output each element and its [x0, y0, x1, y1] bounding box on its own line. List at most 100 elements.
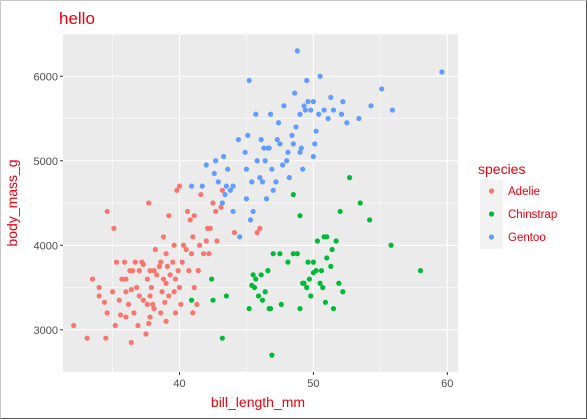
- chart-title: hello: [59, 9, 95, 28]
- data-point: [317, 73, 323, 79]
- data-point: [304, 77, 310, 84]
- data-point: [198, 191, 204, 198]
- data-point: [225, 166, 231, 172]
- data-point: [222, 191, 228, 198]
- data-point: [388, 242, 394, 248]
- data-point: [262, 289, 268, 295]
- data-point: [231, 229, 237, 236]
- data-point: [292, 90, 298, 96]
- data-point: [166, 213, 172, 219]
- x-tick-label: 60: [441, 378, 453, 390]
- data-point: [158, 259, 164, 265]
- legend-label-chinstrap: Chinstrap: [508, 209, 557, 221]
- data-point: [163, 318, 169, 324]
- y-tick-label: 4000: [34, 240, 58, 252]
- y-tick-label: 5000: [34, 156, 58, 168]
- data-point: [147, 314, 153, 320]
- data-point: [293, 124, 299, 130]
- x-tick-label: 40: [173, 378, 185, 390]
- data-point: [389, 107, 395, 113]
- data-point: [243, 166, 250, 172]
- data-point: [188, 183, 195, 189]
- data-point: [285, 259, 291, 265]
- data-point: [318, 268, 325, 274]
- data-point: [135, 322, 141, 329]
- data-point: [286, 175, 292, 181]
- data-point: [333, 238, 339, 244]
- data-point: [257, 175, 263, 181]
- data-point: [140, 261, 146, 267]
- data-point: [297, 306, 303, 312]
- data-point: [259, 297, 266, 303]
- data-point: [306, 276, 312, 282]
- y-axis-title: body_mass_g: [4, 159, 20, 246]
- data-point: [113, 259, 120, 265]
- data-point: [314, 238, 321, 244]
- data-point: [284, 158, 290, 164]
- data-point: [270, 251, 276, 257]
- series-chinstrap: [188, 175, 424, 358]
- data-point: [190, 234, 196, 240]
- data-point: [172, 276, 179, 282]
- data-point: [258, 272, 264, 278]
- data-point: [245, 132, 251, 138]
- data-point: [103, 335, 109, 341]
- data-point: [254, 158, 260, 164]
- data-point: [130, 268, 136, 274]
- data-point: [249, 179, 255, 185]
- data-point: [180, 242, 187, 248]
- data-point: [297, 111, 303, 117]
- data-point: [259, 179, 266, 185]
- data-point: [253, 276, 259, 282]
- data-point: [340, 99, 346, 105]
- data-point: [160, 234, 167, 240]
- data-point: [219, 187, 225, 193]
- data-point: [273, 179, 279, 185]
- data-point: [144, 276, 150, 282]
- data-point: [178, 301, 184, 307]
- data-point: [147, 268, 153, 274]
- y-tick-label: 6000: [34, 71, 58, 83]
- data-point: [330, 107, 337, 113]
- data-point: [196, 242, 203, 248]
- data-point: [294, 48, 300, 54]
- legend: species Adelie Chinstrap Gentoo: [478, 161, 557, 249]
- series-adelie: [71, 183, 263, 346]
- legend-items: Adelie Chinstrap Gentoo: [488, 186, 557, 244]
- data-point: [340, 289, 346, 295]
- data-point: [320, 284, 326, 291]
- data-point: [254, 229, 260, 236]
- x-axis-title: bill_length_mm: [211, 394, 305, 410]
- data-point: [325, 115, 331, 122]
- data-point: [285, 149, 291, 155]
- data-point: [298, 145, 304, 151]
- data-point: [186, 268, 192, 274]
- data-point: [439, 69, 445, 75]
- data-point: [151, 268, 157, 274]
- data-point: [346, 175, 353, 181]
- data-point: [143, 331, 149, 337]
- data-point: [123, 314, 129, 320]
- series-gentoo: [188, 48, 445, 240]
- data-point: [301, 280, 307, 286]
- data-point: [328, 263, 334, 269]
- data-point: [191, 213, 197, 219]
- data-point: [206, 251, 212, 257]
- data-point: [227, 187, 233, 193]
- data-point: [71, 322, 77, 329]
- data-point: [242, 149, 248, 155]
- data-point: [324, 255, 330, 261]
- data-point: [265, 268, 271, 274]
- data-point: [116, 297, 122, 303]
- data-point: [214, 238, 220, 244]
- data-point: [219, 335, 225, 341]
- data-point: [136, 293, 142, 299]
- data-point: [184, 208, 191, 215]
- data-point: [190, 310, 196, 316]
- data-point: [174, 187, 180, 193]
- data-point: [269, 352, 275, 358]
- data-point: [128, 339, 134, 346]
- data-point: [305, 99, 311, 105]
- data-point: [281, 103, 287, 109]
- data-point: [147, 293, 153, 299]
